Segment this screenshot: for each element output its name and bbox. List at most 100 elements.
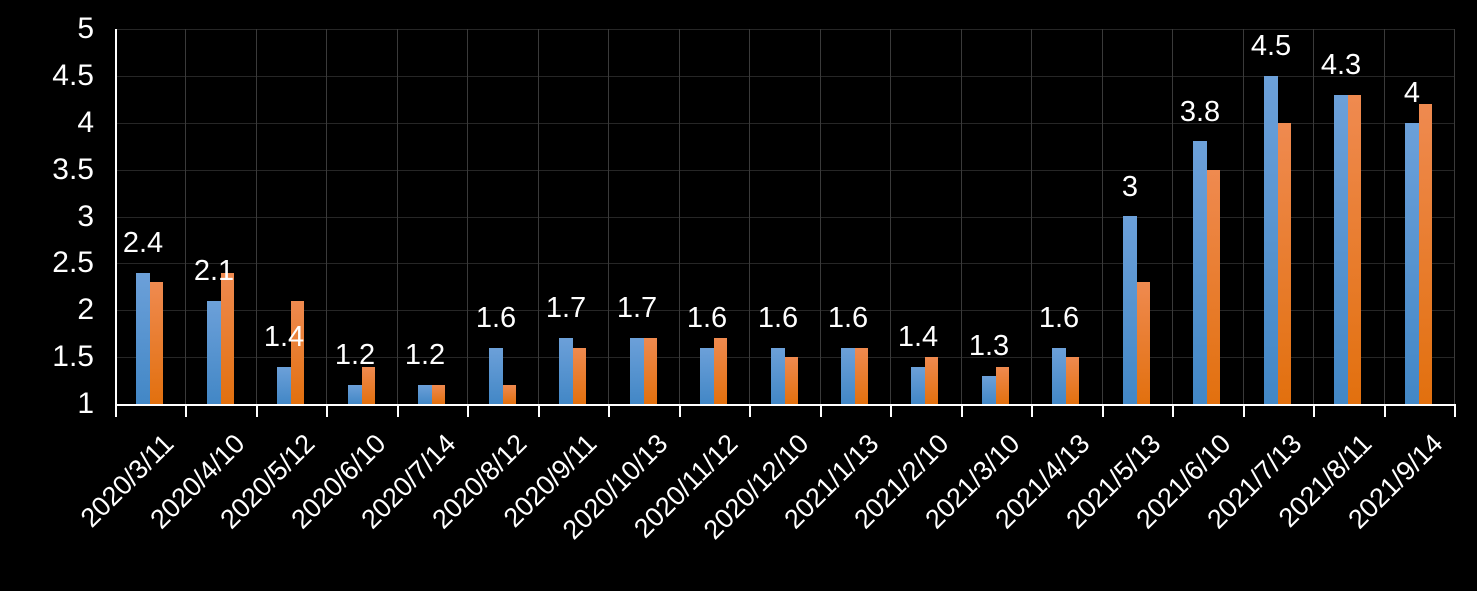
x-axis-tick	[749, 404, 751, 417]
x-grid-line	[185, 29, 186, 404]
data-label: 3.8	[1179, 96, 1221, 128]
bar-series2	[1207, 170, 1220, 404]
bar-series1	[207, 301, 221, 404]
bar-series2	[503, 385, 516, 404]
x-axis-tick	[1384, 404, 1386, 417]
y-tick-label: 2.5	[52, 246, 94, 279]
x-grid-line	[538, 29, 539, 404]
bar-series2	[855, 348, 868, 404]
data-label: 1.6	[475, 302, 517, 334]
bar-series1	[1052, 348, 1066, 404]
bar-series1	[841, 348, 855, 404]
x-grid-line	[820, 29, 821, 404]
x-axis-tick	[115, 404, 117, 417]
bar-series1	[630, 338, 644, 404]
data-label: 1.4	[897, 321, 939, 353]
x-axis-tick	[326, 404, 328, 417]
x-axis-tick	[1172, 404, 1174, 417]
data-label: 2.1	[193, 255, 235, 287]
y-tick-label: 4	[77, 106, 94, 139]
x-axis-tick	[538, 404, 540, 417]
y-grid-line	[115, 170, 1454, 171]
y-grid-line	[115, 76, 1454, 77]
bar-series2	[573, 348, 586, 404]
bar-series1	[136, 273, 150, 404]
bar-series1	[911, 367, 925, 404]
data-label: 1.7	[545, 292, 587, 324]
y-tick-label: 3	[77, 200, 94, 233]
bar-series2	[644, 338, 657, 404]
y-axis-line	[115, 29, 117, 406]
bar-series2	[1419, 104, 1432, 404]
x-axis-line	[115, 404, 1456, 406]
x-grid-line	[679, 29, 680, 404]
y-grid-line	[115, 123, 1454, 124]
y-grid-line	[115, 29, 1454, 30]
bar-series2	[996, 367, 1009, 404]
bar-series1	[700, 348, 714, 404]
x-grid-line	[890, 29, 891, 404]
x-grid-line	[749, 29, 750, 404]
data-label: 1.6	[757, 302, 799, 334]
x-axis-tick	[185, 404, 187, 417]
bar-series1	[982, 376, 996, 404]
bar-series2	[1137, 282, 1150, 404]
x-grid-line	[1243, 29, 1244, 404]
bar-series1	[1123, 216, 1137, 404]
y-grid-line	[115, 310, 1454, 311]
bar-series1	[771, 348, 785, 404]
data-label: 1.6	[686, 302, 728, 334]
bar-series2	[1066, 357, 1079, 404]
x-grid-line	[1172, 29, 1173, 404]
bar-series1	[1334, 95, 1348, 404]
bar-series1	[277, 367, 291, 404]
bar-series2	[291, 301, 304, 404]
x-axis-tick	[1454, 404, 1456, 417]
y-tick-label: 1.5	[52, 340, 94, 373]
data-label: 1.7	[616, 292, 658, 324]
x-grid-line	[1313, 29, 1314, 404]
x-axis-tick	[961, 404, 963, 417]
data-label: 1.4	[263, 321, 305, 353]
x-grid-line	[1031, 29, 1032, 404]
x-axis-tick	[608, 404, 610, 417]
bar-series2	[150, 282, 163, 404]
data-label: 1.2	[404, 339, 446, 371]
bar-series1	[418, 385, 432, 404]
bar-series1	[489, 348, 503, 404]
x-axis-tick	[1031, 404, 1033, 417]
x-grid-line	[397, 29, 398, 404]
bar-series2	[1278, 123, 1291, 404]
y-grid-line	[115, 217, 1454, 218]
x-grid-line	[1384, 29, 1385, 404]
data-label: 4	[1403, 77, 1421, 109]
x-axis-tick	[1102, 404, 1104, 417]
bar-series1	[1193, 141, 1207, 404]
x-grid-line	[1102, 29, 1103, 404]
y-tick-label: 3.5	[52, 153, 94, 186]
bar-series2	[785, 357, 798, 404]
bar-series1	[1264, 76, 1278, 404]
bar-series2	[221, 273, 234, 404]
x-grid-line	[467, 29, 468, 404]
bar-series2	[1348, 95, 1361, 404]
data-label: 1.6	[827, 302, 869, 334]
x-axis-tick	[890, 404, 892, 417]
data-label: 1.3	[968, 330, 1010, 362]
x-axis-tick	[1313, 404, 1315, 417]
data-label: 4.3	[1320, 49, 1362, 81]
bar-series1	[1405, 123, 1419, 404]
x-axis-tick	[1243, 404, 1245, 417]
data-label: 1.2	[334, 339, 376, 371]
x-axis-tick	[256, 404, 258, 417]
x-axis-tick	[679, 404, 681, 417]
y-tick-label: 1	[77, 387, 94, 420]
data-label: 4.5	[1250, 30, 1292, 62]
y-tick-label: 2	[77, 293, 94, 326]
x-grid-line	[961, 29, 962, 404]
y-grid-line	[115, 263, 1454, 264]
bar-series2	[432, 385, 445, 404]
x-grid-line	[1454, 29, 1455, 404]
y-tick-label: 5	[77, 12, 94, 45]
